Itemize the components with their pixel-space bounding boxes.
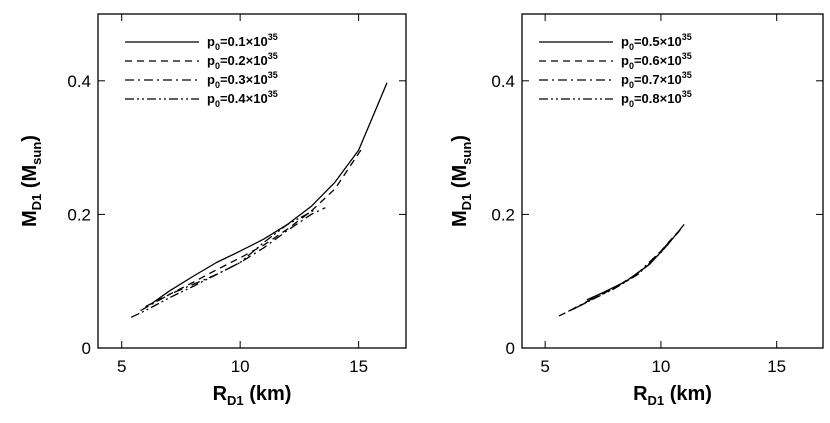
chart-panel-right: 5 10 15 0 0.2 0.4 RD1 (km) MD1 (Msun) p0=0.5×103… bbox=[449, 13, 824, 408]
series-line-4 bbox=[572, 235, 676, 310]
x-tick-label: 15 bbox=[767, 357, 786, 376]
y-tick-label: 0.4 bbox=[67, 72, 91, 91]
legend-label-3: p0=0.7×1035 bbox=[621, 70, 692, 90]
legend: p0=0.1×1035p0=0.2×1035p0=0.3×1035p0=0.4×… bbox=[125, 32, 278, 109]
series-line-3 bbox=[140, 207, 326, 312]
x-axis-title: RD1 (km) bbox=[213, 383, 292, 408]
y-tick-label: 0 bbox=[82, 339, 91, 358]
x-tick-label: 5 bbox=[117, 357, 126, 376]
x-tick-label: 15 bbox=[349, 357, 368, 376]
series-line-1 bbox=[586, 223, 685, 301]
series-line-4 bbox=[130, 208, 317, 318]
legend-label-1: p0=0.1×1035 bbox=[207, 32, 278, 52]
x-axis-title: RD1 (km) bbox=[633, 383, 712, 408]
plot-frame bbox=[521, 13, 824, 349]
chart-panel-left: 5 10 15 0 0.2 0.4 RD1 (km) MD1 (Msun) p0=0.1×103… bbox=[19, 13, 407, 408]
y-tick-label: 0.2 bbox=[67, 205, 91, 224]
y-axis-title: MD1 (Msun) bbox=[449, 135, 474, 227]
legend-label-4: p0=0.4×1035 bbox=[207, 89, 278, 109]
legend-label-2: p0=0.2×1035 bbox=[207, 51, 278, 71]
legend-label-2: p0=0.6×1035 bbox=[621, 51, 692, 71]
legend-label-3: p0=0.3×1035 bbox=[207, 70, 278, 90]
series-line-3 bbox=[567, 230, 680, 312]
x-tick-label: 10 bbox=[651, 357, 670, 376]
y-tick-label: 0.2 bbox=[491, 205, 515, 224]
legend-label-1: p0=0.5×1035 bbox=[621, 32, 692, 52]
plot-frame bbox=[97, 13, 407, 349]
y-tick-label: 0 bbox=[506, 339, 515, 358]
legend-label-4: p0=0.8×1035 bbox=[621, 89, 692, 109]
x-tick-label: 5 bbox=[540, 357, 549, 376]
legend: p0=0.5×1035p0=0.6×1035p0=0.7×1035p0=0.8×… bbox=[539, 32, 692, 109]
series-line-1 bbox=[149, 82, 388, 306]
x-tick-label: 10 bbox=[231, 357, 250, 376]
series-line-2 bbox=[558, 225, 685, 317]
y-tick-label: 0.4 bbox=[491, 72, 515, 91]
y-axis-title: MD1 (Msun) bbox=[19, 135, 44, 227]
series-line-2 bbox=[145, 145, 364, 308]
